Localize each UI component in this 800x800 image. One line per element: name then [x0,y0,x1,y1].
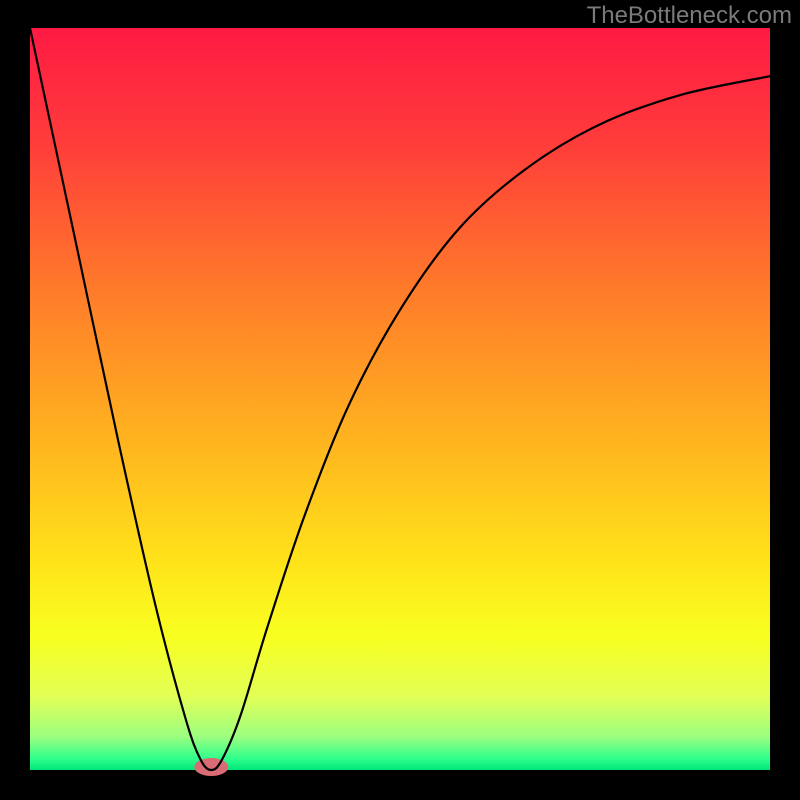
plot-background [30,28,770,770]
minimum-marker [194,758,228,776]
chart-container: TheBottleneck.com [0,0,800,800]
watermark-text: TheBottleneck.com [587,2,792,30]
bottleneck-chart [0,0,800,800]
